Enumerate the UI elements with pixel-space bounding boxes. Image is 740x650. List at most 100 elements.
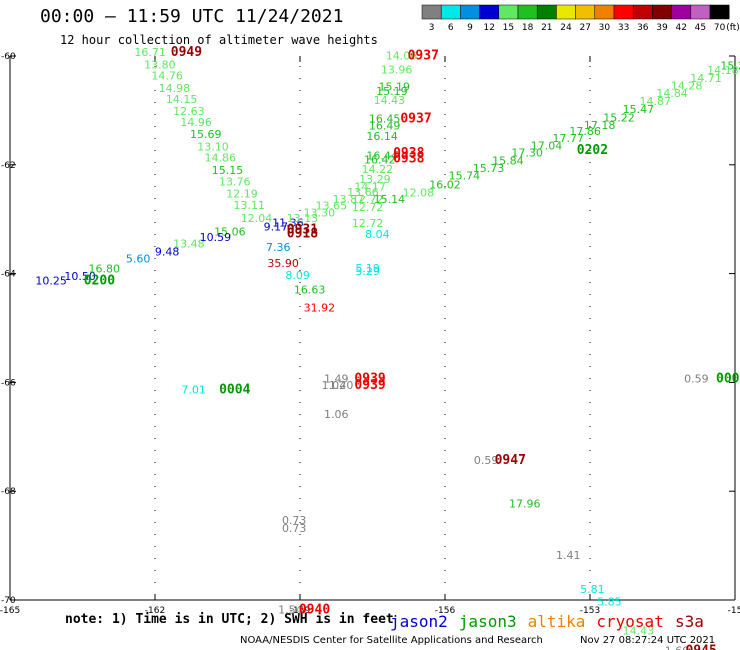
wave-height-value: 13.65	[316, 199, 348, 212]
wave-height-value: 12.19	[226, 187, 258, 200]
wave-height-value: 9.17	[264, 221, 289, 234]
scale-swatch	[594, 4, 615, 20]
scale-label: 70	[714, 23, 726, 33]
scale-swatch	[671, 4, 692, 20]
chart-title: 00:00 – 11:59 UTC 11/24/2021	[40, 6, 344, 27]
scale-label: 30	[599, 23, 611, 33]
pass-time-label: 000	[716, 371, 740, 386]
y-tick-label: -68	[1, 487, 16, 497]
footer-credit: NOAA/NESDIS Center for Satellite Applica…	[240, 635, 543, 646]
wave-height-value: 13.48	[173, 237, 205, 250]
color-scale: 3 6 9 12 15 18 21 24 27 30 33 36 39 42 45 70 (ft)	[421, 4, 740, 33]
wave-height-value: 1.49	[324, 372, 349, 385]
scale-label: 33	[618, 23, 629, 33]
wave-height-value: 14.71	[690, 72, 722, 85]
y-tick-label: -60	[1, 52, 16, 62]
wave-height-value: 14.06	[386, 49, 418, 62]
wave-height-value: 14.43	[623, 624, 655, 637]
scale-swatch	[421, 4, 442, 20]
wave-height-value: 12.04	[241, 212, 273, 225]
legend-cryosat: cryosat	[596, 612, 663, 631]
x-tick-label: -165	[0, 606, 20, 616]
wave-height-value: 16.49	[369, 119, 401, 132]
wave-height-value: 14.43	[374, 94, 406, 107]
scale-label: 24	[560, 23, 572, 33]
wave-height-value: 15.73	[473, 162, 505, 175]
pass-time-label: 0938	[393, 152, 424, 167]
wave-height-value: 14.86	[205, 152, 237, 165]
satellite-legend: jason2 jason3 altika cryosat s3a	[390, 612, 704, 631]
pass-time-label: 0947	[495, 453, 526, 468]
wave-height-value: 16.80	[89, 263, 121, 276]
scale-label: 18	[522, 23, 534, 33]
wave-height-value: 11.36	[272, 216, 304, 229]
wave-height-value: 17.30	[511, 147, 543, 160]
wave-height-value: 14.28	[671, 80, 703, 93]
wave-height-value: 17.96	[509, 498, 541, 511]
wave-height-value: 15.84	[492, 154, 524, 167]
pass-time-label: 0940	[299, 603, 330, 618]
wave-height-value: 5.85	[597, 595, 622, 608]
wave-height-value: 13.80	[144, 59, 176, 72]
scale-swatch	[536, 4, 557, 20]
scale-swatch	[709, 4, 730, 20]
scale-swatch	[613, 4, 634, 20]
wave-height-value: 16.63	[294, 284, 326, 297]
wave-height-value: 12.63	[173, 105, 205, 118]
pass-time-label: 0202	[577, 143, 608, 158]
wave-height-value: 7.36	[266, 241, 291, 254]
wave-height-value: 13.96	[381, 63, 413, 76]
x-tick-label: -162	[145, 606, 165, 616]
pass-time-label: 0004	[219, 382, 250, 397]
y-tick-label: -64	[1, 270, 16, 280]
scale-swatch	[517, 4, 538, 20]
wave-height-value: 16.14	[366, 130, 398, 143]
wave-height-value: 7.01	[181, 383, 206, 396]
pass-time-label: 0939	[354, 378, 385, 393]
y-tick-label: -62	[1, 161, 16, 171]
scale-swatch	[690, 4, 711, 20]
wave-height-value: 16.45	[369, 112, 401, 125]
wave-height-value: 10.25	[35, 274, 67, 287]
pass-time-label: 0938	[393, 146, 424, 161]
wave-height-value: 13.13	[287, 212, 319, 225]
wave-height-value: 15.47	[623, 103, 655, 116]
scale-label: 36	[637, 23, 649, 33]
scale-label: 27	[579, 23, 590, 33]
x-tick-label: -156	[435, 606, 456, 616]
wave-height-value: 13.11	[234, 199, 266, 212]
wave-height-value: 5.19	[355, 262, 380, 275]
pass-time-label: 0937	[400, 111, 431, 126]
wave-height-value: 16.44	[366, 149, 398, 162]
wave-height-points: 16.7113.8014.7614.9814.1512.6314.9615.69…	[35, 46, 740, 650]
scale-label: 45	[695, 23, 706, 33]
chart-subtitle: 12 hour collection of altimeter wave hei…	[60, 33, 378, 47]
pass-time-label: 0939	[354, 371, 385, 386]
legend-jason2: jason2	[390, 612, 448, 631]
wave-height-value: 35.90	[267, 257, 299, 270]
wave-height-value: 10.59	[200, 231, 232, 244]
wave-height-value: 15.19	[379, 80, 411, 93]
wave-height-value: 15.14	[374, 193, 406, 206]
wave-height-value: 14.87	[640, 95, 672, 108]
wave-height-value: 17.77	[553, 132, 585, 145]
wave-height-value: 1.54	[278, 604, 303, 617]
wave-height-value: 13.87	[333, 193, 365, 206]
scale-swatch	[479, 4, 500, 20]
wave-height-value: 14.17	[354, 180, 386, 193]
wave-height-value: 0.73	[282, 522, 307, 535]
wave-height-value: 14.18	[707, 64, 739, 77]
wave-height-value: 13.66	[347, 186, 379, 199]
y-tick-label: -66	[1, 378, 16, 388]
wave-height-value: 15.69	[190, 128, 222, 141]
wave-height-value: 13.29	[359, 173, 391, 186]
scale-label: 42	[675, 23, 686, 33]
legend-altika: altika	[528, 612, 586, 631]
wave-height-value: 15.2	[720, 60, 740, 73]
wave-height-value: 5.81	[580, 583, 605, 596]
scale-label: 39	[656, 23, 668, 33]
wave-height-value: 12.08	[403, 186, 435, 199]
y-tick-label: -70	[1, 596, 16, 606]
wave-height-value: 31.92	[304, 302, 336, 315]
